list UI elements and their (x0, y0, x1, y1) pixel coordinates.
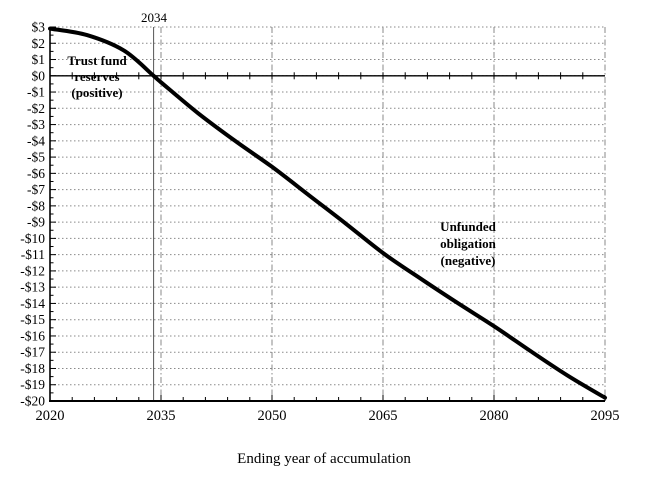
y-tick-label: $0 (32, 68, 46, 83)
y-tick-label: $1 (32, 52, 46, 67)
y-tick-label: -$8 (27, 198, 45, 213)
y-tick-label: -$6 (27, 166, 45, 181)
y-tick-label: -$4 (27, 133, 45, 148)
trust-fund-reserves-annotation: Trust fund reserves (positive) (67, 53, 127, 100)
y-tick-label: -$18 (20, 361, 45, 376)
x-tick-label: 2080 (480, 408, 509, 424)
y-tick-label: -$10 (20, 231, 45, 246)
y-tick-label: -$15 (20, 312, 45, 327)
x-tick-label: 2050 (258, 408, 287, 424)
x-tick-label: 2020 (36, 408, 65, 424)
y-tick-label: -$20 (20, 394, 45, 409)
horizontal-gridlines (50, 26, 605, 386)
y-tick-label: -$9 (27, 215, 45, 230)
y-tick-label: $3 (32, 20, 46, 35)
y-tick-label: -$16 (20, 328, 45, 343)
y-axis-ticks (50, 26, 56, 402)
x-axis-ticks (49, 395, 606, 401)
x-axis-title: Ending year of accumulation (237, 451, 411, 467)
depletion-year-annotation: 2034 (141, 10, 167, 25)
unfunded-obligation-annotation: Unfunded obligation (negative) (440, 219, 496, 268)
y-tick-label: -$2 (27, 101, 45, 116)
vertical-gridlines (160, 27, 606, 401)
x-tick-label: 2095 (591, 408, 620, 424)
y-tick-labels: $3$2$1$0-$1-$2-$3-$4-$5-$6-$7-$8-$9-$10-… (20, 20, 45, 409)
y-tick-label: -$19 (20, 377, 45, 392)
y-tick-label: -$1 (27, 85, 45, 100)
x-tick-label: 2065 (369, 408, 398, 424)
y-tick-label: -$17 (20, 345, 45, 360)
y-tick-label: $2 (32, 36, 46, 51)
y-tick-label: -$14 (20, 296, 45, 311)
x-tick-label: 2035 (147, 408, 176, 424)
y-tick-label: -$7 (27, 182, 45, 197)
y-tick-label: -$3 (27, 117, 45, 132)
y-tick-label: -$11 (21, 247, 45, 262)
trust-fund-curve (48, 26, 607, 400)
y-tick-label: -$12 (20, 263, 45, 278)
y-tick-label: -$5 (27, 150, 45, 165)
y-tick-label: -$13 (20, 280, 45, 295)
x-tick-labels: 2020 2035 2050 2065 2080 2095 (36, 408, 620, 424)
zero-line-ticks (71, 72, 584, 80)
